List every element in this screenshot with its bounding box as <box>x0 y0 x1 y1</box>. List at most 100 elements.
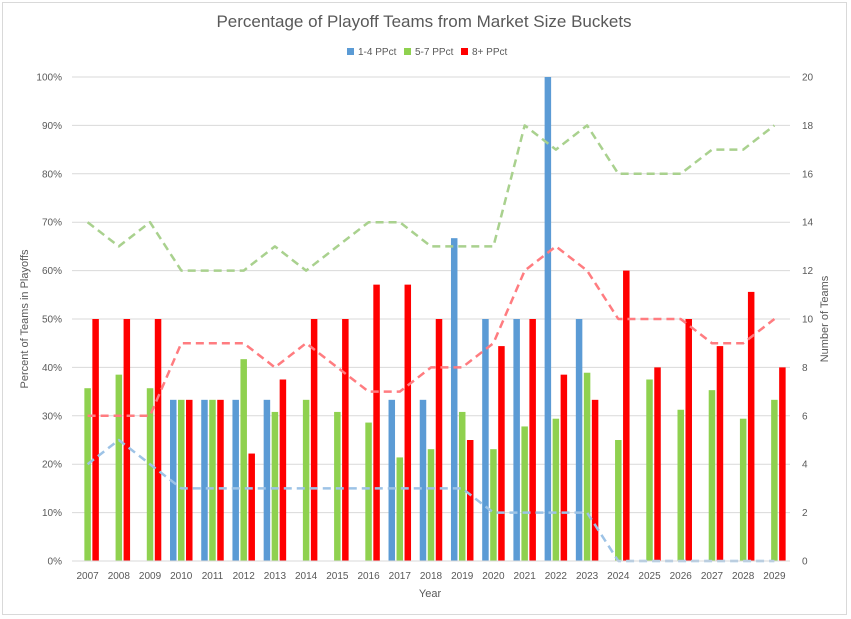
x-tick-label: 2023 <box>576 571 599 582</box>
bar-8-ppct <box>154 319 162 561</box>
y2-tick-label: 12 <box>802 266 814 277</box>
legend-swatch <box>404 48 411 55</box>
x-tick-label: 2007 <box>76 571 99 582</box>
x-tick-label: 2014 <box>295 571 318 582</box>
y2-tick-label: 6 <box>802 411 808 422</box>
bar-5-7-ppct <box>427 449 435 561</box>
bar-8-ppct <box>654 367 661 561</box>
bar-8-ppct <box>779 367 786 561</box>
bar-1-4-ppct <box>170 399 177 561</box>
bar-5-7-ppct <box>552 418 560 561</box>
bar-8-ppct <box>716 346 724 561</box>
bar-8-ppct <box>685 319 692 561</box>
x-tick-label: 2018 <box>420 571 443 582</box>
x-tick-label: 2028 <box>732 571 755 582</box>
bar-5-7-ppct <box>771 399 778 561</box>
bar-8-ppct <box>342 319 349 561</box>
bar-5-7-ppct <box>115 374 123 561</box>
x-tick-label: 2029 <box>763 571 786 582</box>
y2-axis-title: Number of Teams <box>819 275 831 362</box>
bar-8-ppct <box>560 374 568 561</box>
bar-1-4-ppct <box>388 399 396 561</box>
bar-5-7-ppct <box>271 411 279 561</box>
bar-1-4-ppct <box>513 319 520 561</box>
bar-1-4-ppct <box>232 399 239 561</box>
chart-title: Percentage of Playoff Teams from Market … <box>216 12 631 31</box>
x-tick-label: 2011 <box>202 571 224 582</box>
bar-8-ppct <box>217 399 224 561</box>
x-axis-title: Year <box>419 588 442 600</box>
team-count-line-2 <box>86 124 776 272</box>
bar-5-7-ppct <box>739 418 747 561</box>
y2-tick-label: 2 <box>802 508 808 519</box>
bar-5-7-ppct <box>490 449 497 561</box>
y-tick-label: 100% <box>36 73 62 84</box>
legend: 1-4 PPct 5-7 PPct 8+ PPct <box>347 47 508 58</box>
y-tick-label: 50% <box>42 315 62 326</box>
bar-5-7-ppct <box>209 399 216 561</box>
bar-8-ppct <box>498 346 505 561</box>
x-tick-label: 2017 <box>389 571 412 582</box>
bar-1-4-ppct <box>201 399 208 561</box>
legend-label: 1-4 PPct <box>358 47 397 58</box>
bar-5-7-ppct <box>583 372 591 561</box>
x-tick-label: 2012 <box>233 571 256 582</box>
bar-8-ppct <box>248 453 255 561</box>
legend-swatch <box>347 48 354 55</box>
bar-5-7-ppct <box>146 388 154 561</box>
x-tick-label: 2024 <box>607 571 630 582</box>
y-tick-label: 90% <box>42 121 62 132</box>
legend-swatch <box>461 48 468 55</box>
y-tick-label: 20% <box>42 460 62 471</box>
bar-5-7-ppct <box>302 399 310 561</box>
x-tick-label: 2021 <box>514 571 537 582</box>
bar-1-4-ppct <box>263 399 271 561</box>
bar-5-7-ppct <box>458 411 466 561</box>
axes: 0% 10% 20% 30% 40% 50% 60% 70% 80% 90% 100% 0 2 4 6 8 10… <box>36 73 813 583</box>
bar-5-7-ppct <box>84 388 91 561</box>
x-tick-label: 2015 <box>326 571 349 582</box>
legend-label: 5-7 PPct <box>415 47 454 58</box>
bar-8-ppct <box>435 319 443 561</box>
y2-tick-label: 0 <box>802 557 808 568</box>
y2-tick-label: 16 <box>802 169 814 180</box>
bar-5-7-ppct <box>178 399 185 561</box>
x-tick-label: 2010 <box>170 571 193 582</box>
bar-8-ppct <box>123 319 131 561</box>
y2-tick-label: 8 <box>802 363 808 374</box>
bars <box>84 77 786 561</box>
y-tick-label: 30% <box>42 411 62 422</box>
y2-tick-label: 18 <box>802 121 814 132</box>
x-tick-label: 2027 <box>701 571 724 582</box>
bar-8-ppct <box>466 440 474 561</box>
bar-1-4-ppct <box>450 238 458 561</box>
bar-8-ppct <box>623 270 630 561</box>
bar-1-4-ppct <box>544 77 552 561</box>
bar-5-7-ppct <box>334 411 341 561</box>
x-tick-label: 2009 <box>139 571 162 582</box>
x-tick-label: 2026 <box>670 571 693 582</box>
x-tick-label: 2022 <box>545 571 568 582</box>
bar-5-7-ppct <box>365 422 372 561</box>
y-tick-label: 40% <box>42 363 62 374</box>
y-tick-label: 70% <box>42 218 62 229</box>
legend-label: 8+ PPct <box>472 47 508 58</box>
team-count-line-3 <box>87 245 776 418</box>
bar-5-7-ppct <box>708 390 716 561</box>
bar-5-7-ppct <box>677 409 684 561</box>
y2-tick-label: 20 <box>802 73 814 84</box>
bar-1-4-ppct <box>575 319 583 561</box>
bar-5-7-ppct <box>646 379 653 561</box>
bar-5-7-ppct <box>240 359 247 561</box>
bar-5-7-ppct <box>521 426 528 561</box>
y-axis-title: Percent of Teams in Playoffs <box>19 249 31 388</box>
x-tick-label: 2020 <box>482 571 505 582</box>
bar-8-ppct <box>310 319 318 561</box>
bar-1-4-ppct <box>419 399 427 561</box>
x-tick-label: 2013 <box>264 571 287 582</box>
bar-8-ppct <box>186 399 193 561</box>
x-tick-label: 2008 <box>108 571 131 582</box>
y-tick-label: 10% <box>42 508 62 519</box>
x-tick-label: 2025 <box>638 571 661 582</box>
bar-1-4-ppct <box>482 319 489 561</box>
